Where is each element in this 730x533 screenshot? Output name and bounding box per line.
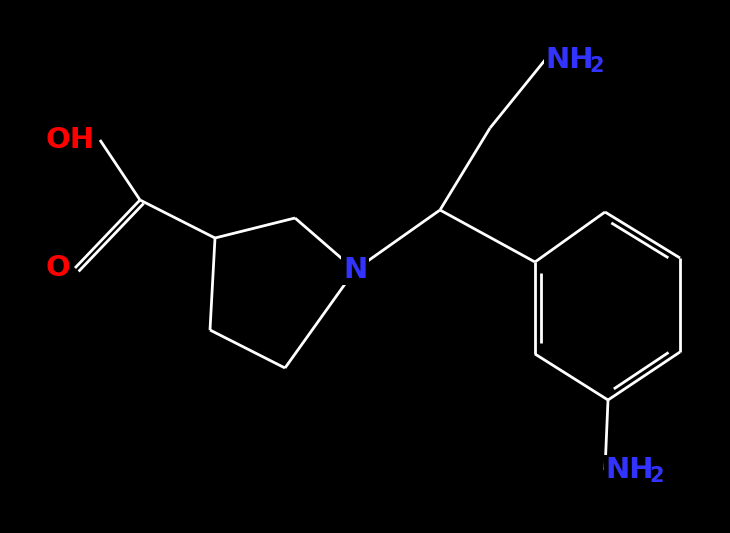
Text: 2: 2 [649, 466, 664, 486]
Text: N: N [343, 256, 367, 284]
Text: OH: OH [46, 126, 95, 154]
Text: NH: NH [545, 46, 593, 74]
Text: O: O [45, 254, 70, 282]
Text: NH: NH [605, 456, 653, 484]
Text: 2: 2 [589, 56, 604, 76]
